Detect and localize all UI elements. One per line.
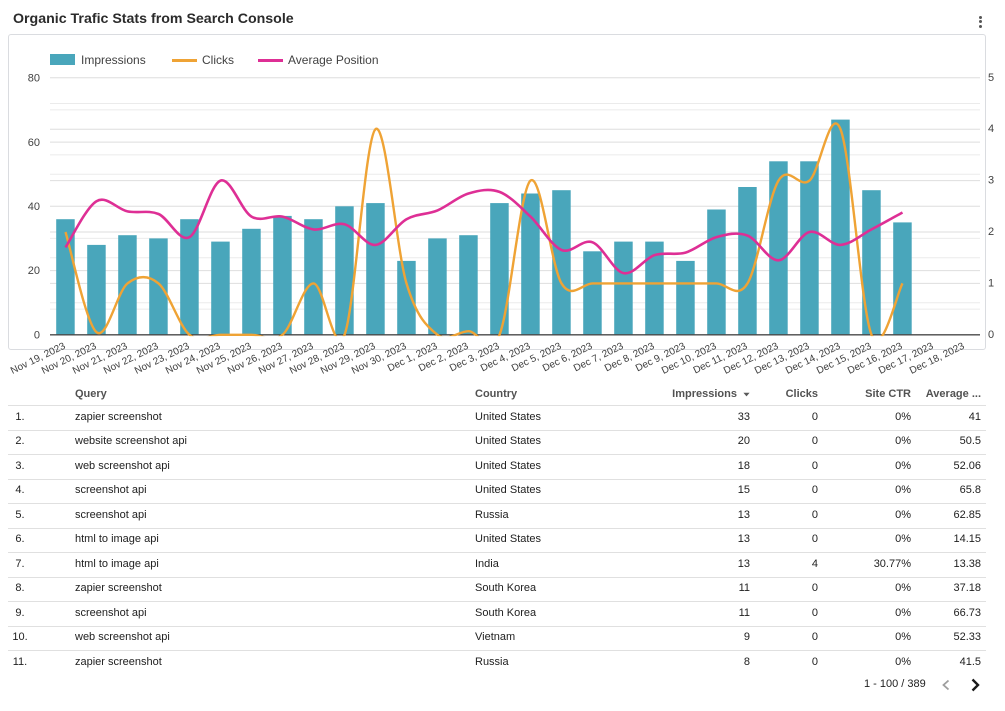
svg-text:2: 2 [988, 226, 994, 238]
svg-text:4: 4 [988, 123, 994, 135]
svg-text:80: 80 [28, 73, 40, 85]
svg-text:3: 3 [988, 175, 994, 187]
svg-text:0: 0 [988, 329, 994, 341]
svg-text:1: 1 [988, 277, 994, 289]
svg-text:5: 5 [988, 72, 994, 84]
svg-text:60: 60 [28, 137, 40, 149]
svg-text:20: 20 [28, 265, 40, 277]
svg-text:0: 0 [34, 330, 40, 342]
svg-text:40: 40 [28, 201, 40, 213]
